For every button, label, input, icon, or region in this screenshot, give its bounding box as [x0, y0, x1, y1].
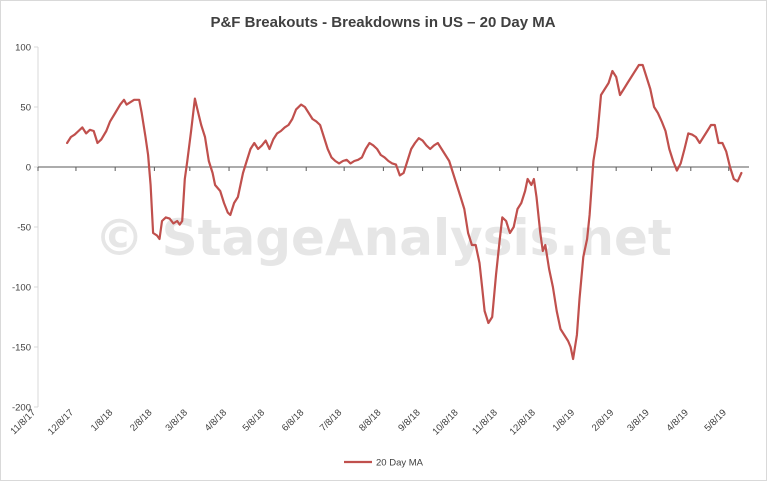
x-tick-label: 7/8/18: [318, 407, 344, 433]
x-tick-label: 1/8/19: [551, 407, 577, 433]
x-tick-label: 10/8/18: [430, 407, 460, 437]
x-tick-label: 1/8/18: [89, 407, 115, 433]
x-tick-label: 5/8/18: [241, 407, 267, 433]
series-line-20-day-ma: [65, 63, 743, 361]
x-tick-label: 3/8/19: [625, 407, 651, 433]
y-tick-label: 100: [15, 43, 31, 54]
x-tick-label: 2/8/19: [590, 407, 616, 433]
legend: 20 Day MA: [344, 458, 424, 469]
y-tick-label: -100: [12, 283, 31, 294]
legend-label: 20 Day MA: [376, 458, 424, 469]
x-tick-label: 12/8/18: [508, 407, 538, 437]
y-tick-label: -50: [17, 223, 31, 234]
y-axis: 100 50 0 -50 -100 -150 -200: [12, 43, 39, 414]
x-tick-label: 11/8/18: [470, 407, 500, 437]
y-tick-label: 0: [26, 163, 31, 174]
y-tick-label: 50: [20, 103, 31, 114]
watermark: © StageAnalysis.net: [94, 209, 672, 267]
x-tick-label: 2/8/18: [128, 407, 154, 433]
x-tick-label: 9/8/18: [396, 407, 422, 433]
x-tick-label: 4/8/19: [664, 407, 690, 433]
x-tick-label: 6/8/18: [280, 407, 306, 433]
chart-title: P&F Breakouts - Breakdowns in US – 20 Da…: [210, 14, 555, 31]
x-tick-label: 4/8/18: [203, 407, 229, 433]
x-tick-label: 8/8/18: [357, 407, 383, 433]
y-tick-label: -150: [12, 343, 31, 354]
x-tick-label: 5/8/19: [702, 407, 728, 433]
y-tick-label: -200: [12, 403, 31, 414]
x-axis: 11/8/17 12/8/17 1/8/18 2/8/18 3/8/18 4/8/18 5/…: [8, 166, 749, 438]
series-layer: [65, 63, 743, 361]
x-tick-label: 12/8/17: [46, 407, 76, 437]
x-tick-label: 3/8/18: [163, 407, 189, 433]
